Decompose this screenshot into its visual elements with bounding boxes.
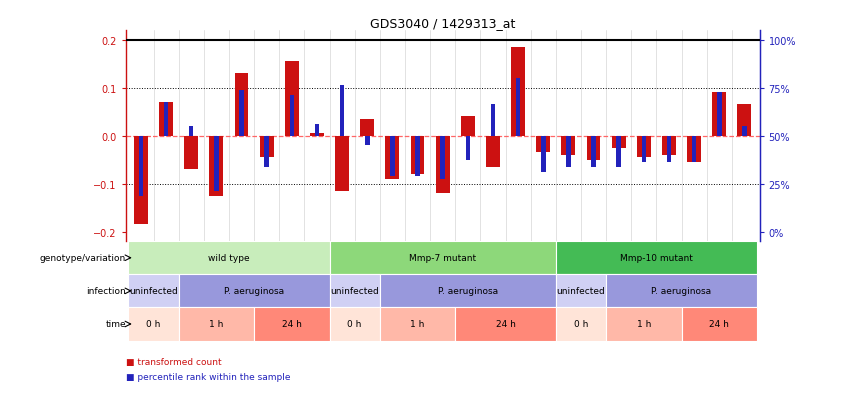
Text: 24 h: 24 h	[496, 320, 516, 329]
Bar	[128, 308, 179, 341]
Bar	[310, 134, 324, 136]
Bar	[536, 136, 550, 153]
Bar	[606, 308, 681, 341]
Bar	[184, 136, 198, 170]
Bar	[637, 136, 651, 158]
Text: ■ percentile rank within the sample: ■ percentile rank within the sample	[126, 372, 291, 381]
Text: 0 h: 0 h	[347, 320, 362, 329]
Text: uninfected: uninfected	[129, 287, 178, 296]
Bar	[164, 103, 168, 136]
Bar	[330, 308, 380, 341]
Bar	[385, 136, 399, 179]
Bar	[254, 308, 330, 341]
Bar	[179, 275, 330, 308]
Bar	[692, 136, 696, 163]
Bar	[290, 95, 294, 136]
Bar	[662, 136, 676, 155]
Bar	[436, 136, 450, 194]
Text: Mmp-7 mutant: Mmp-7 mutant	[409, 254, 477, 263]
Text: 0 h: 0 h	[574, 320, 589, 329]
Bar	[566, 136, 570, 167]
Bar	[742, 127, 746, 136]
Text: ■ transformed count: ■ transformed count	[126, 357, 221, 366]
Bar	[440, 136, 445, 179]
Bar	[556, 308, 606, 341]
Bar	[541, 136, 545, 172]
Bar	[240, 91, 244, 136]
Bar	[486, 136, 500, 167]
Bar	[159, 103, 173, 136]
Text: wild type: wild type	[208, 254, 250, 263]
Bar	[234, 74, 248, 136]
Bar	[591, 136, 595, 167]
Bar	[738, 105, 752, 136]
Text: 1 h: 1 h	[209, 320, 224, 329]
Bar	[556, 242, 757, 275]
Bar	[641, 136, 646, 163]
Text: 1 h: 1 h	[636, 320, 651, 329]
Text: 0 h: 0 h	[147, 320, 161, 329]
Bar	[556, 275, 606, 308]
Bar	[713, 93, 727, 136]
Text: Mmp-10 mutant: Mmp-10 mutant	[620, 254, 693, 263]
Text: 24 h: 24 h	[282, 320, 302, 329]
Bar	[455, 308, 556, 341]
Bar	[128, 275, 179, 308]
Title: GDS3040 / 1429313_at: GDS3040 / 1429313_at	[370, 17, 516, 30]
Bar	[606, 275, 757, 308]
Bar	[365, 136, 370, 146]
Bar	[179, 308, 254, 341]
Bar	[681, 308, 757, 341]
Bar	[616, 136, 621, 167]
Text: uninfected: uninfected	[556, 287, 605, 296]
Bar	[717, 93, 721, 136]
Bar	[330, 275, 380, 308]
Bar	[415, 136, 420, 177]
Bar	[360, 119, 374, 136]
Bar	[315, 124, 319, 136]
Bar	[516, 79, 521, 136]
Bar	[390, 136, 395, 177]
Bar	[189, 127, 194, 136]
Bar	[511, 48, 525, 136]
Bar	[612, 136, 626, 148]
Bar	[490, 105, 496, 136]
Text: P. aeruginosa: P. aeruginosa	[652, 287, 712, 296]
Bar	[562, 136, 575, 155]
Bar	[411, 136, 424, 175]
Bar	[335, 136, 349, 191]
Bar	[687, 136, 701, 163]
Bar	[587, 136, 601, 160]
Bar	[380, 308, 455, 341]
Bar	[340, 86, 345, 136]
Text: uninfected: uninfected	[331, 287, 379, 296]
Bar	[260, 136, 273, 158]
Text: 24 h: 24 h	[709, 320, 729, 329]
Bar	[465, 136, 470, 160]
Text: genotype/variation: genotype/variation	[40, 254, 126, 263]
Bar	[139, 136, 143, 196]
Text: 1 h: 1 h	[411, 320, 424, 329]
Bar	[209, 136, 223, 196]
Text: P. aeruginosa: P. aeruginosa	[224, 287, 284, 296]
Bar	[330, 242, 556, 275]
Bar	[285, 62, 299, 136]
Text: P. aeruginosa: P. aeruginosa	[437, 287, 498, 296]
Bar	[128, 242, 330, 275]
Bar	[214, 136, 219, 191]
Bar	[380, 275, 556, 308]
Bar	[134, 136, 148, 225]
Bar	[265, 136, 269, 167]
Text: infection: infection	[86, 287, 126, 296]
Bar	[461, 117, 475, 136]
Bar	[667, 136, 671, 163]
Text: time: time	[105, 320, 126, 329]
